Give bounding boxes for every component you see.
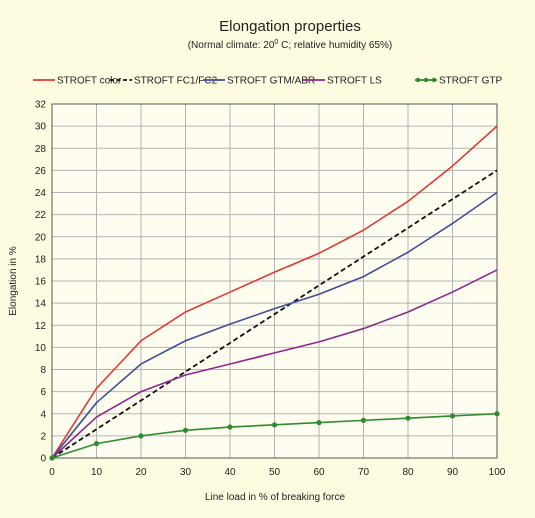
series-point-4	[405, 415, 411, 421]
y-tick-label: 8	[40, 365, 46, 376]
y-axis-label: Elongation in %	[8, 246, 19, 316]
y-tick-label: 14	[35, 299, 47, 310]
series-point-4	[449, 413, 456, 419]
y-tick-label: 4	[40, 409, 46, 420]
x-tick-label: 20	[135, 467, 147, 478]
series-point-4	[138, 433, 144, 439]
legend-marker-4	[431, 77, 437, 83]
subtitle-rest: C; relative humidity 65%)	[278, 40, 392, 51]
legend-label-1: STROFT FC1/FC2	[134, 76, 218, 87]
x-tick-label: 90	[447, 467, 459, 478]
grid	[51, 103, 498, 459]
series-point-4	[182, 427, 189, 433]
x-tick-label: 40	[224, 467, 236, 478]
y-tick-label: 20	[35, 232, 47, 243]
legend-label-2: STROFT GTM/ABR	[227, 76, 315, 87]
y-tick-label: 12	[35, 321, 47, 332]
axes	[51, 103, 498, 459]
x-tick-label: 80	[402, 467, 414, 478]
y-tick-label: 6	[40, 387, 46, 398]
x-tick-label: 70	[358, 467, 370, 478]
series-line-2	[51, 191, 498, 459]
y-tick-label: 0	[40, 454, 46, 465]
chart-title: Elongation properties	[219, 18, 361, 35]
y-tick-label: 28	[35, 144, 47, 155]
series-point-4	[271, 422, 278, 428]
series-point-4	[49, 455, 55, 461]
x-tick-label: 60	[313, 467, 325, 478]
series-line-1	[51, 169, 498, 459]
series-point-4	[360, 417, 367, 423]
y-tick-label: 18	[35, 254, 47, 265]
series-line-3	[51, 269, 498, 459]
legend-label-3: STROFT LS	[327, 76, 382, 87]
x-tick-label: 50	[269, 467, 281, 478]
x-tick-label: 100	[489, 467, 506, 478]
y-tick-label: 22	[35, 210, 47, 221]
y-tick-label: 2	[40, 431, 46, 442]
x-tick-label: 0	[49, 467, 55, 478]
series-point-4	[93, 441, 100, 447]
series-group	[49, 125, 500, 461]
y-tick-label: 16	[35, 277, 47, 288]
y-tick-label: 32	[35, 100, 47, 111]
plot-frame	[51, 103, 498, 459]
subtitle-superscript: 0	[274, 39, 278, 46]
chart-subtitle: (Normal climate: 200 C; relative humidit…	[188, 39, 393, 51]
x-tick-label: 30	[180, 467, 192, 478]
y-tick-label: 10	[35, 343, 47, 354]
y-tick-label: 26	[35, 166, 47, 177]
y-tick-label: 24	[35, 188, 47, 199]
legend-marker-4	[423, 77, 429, 83]
legend-label-0: STROFT color	[57, 76, 122, 87]
x-axis-label: Line load in % of breaking force	[205, 492, 346, 503]
x-tick-label: 10	[91, 467, 103, 478]
series-point-4	[494, 411, 500, 417]
legend-label-4: STROFT GTP	[439, 76, 502, 87]
y-tick-label: 30	[35, 122, 47, 133]
legend: STROFT color STROFT FC1/FC2 STROFT GTM/ABR…	[33, 76, 502, 87]
series-point-4	[316, 420, 322, 426]
legend-marker-4	[415, 77, 421, 83]
series-line-0	[51, 125, 498, 459]
series-point-4	[227, 424, 233, 430]
subtitle-main: (Normal climate: 20	[188, 40, 275, 51]
